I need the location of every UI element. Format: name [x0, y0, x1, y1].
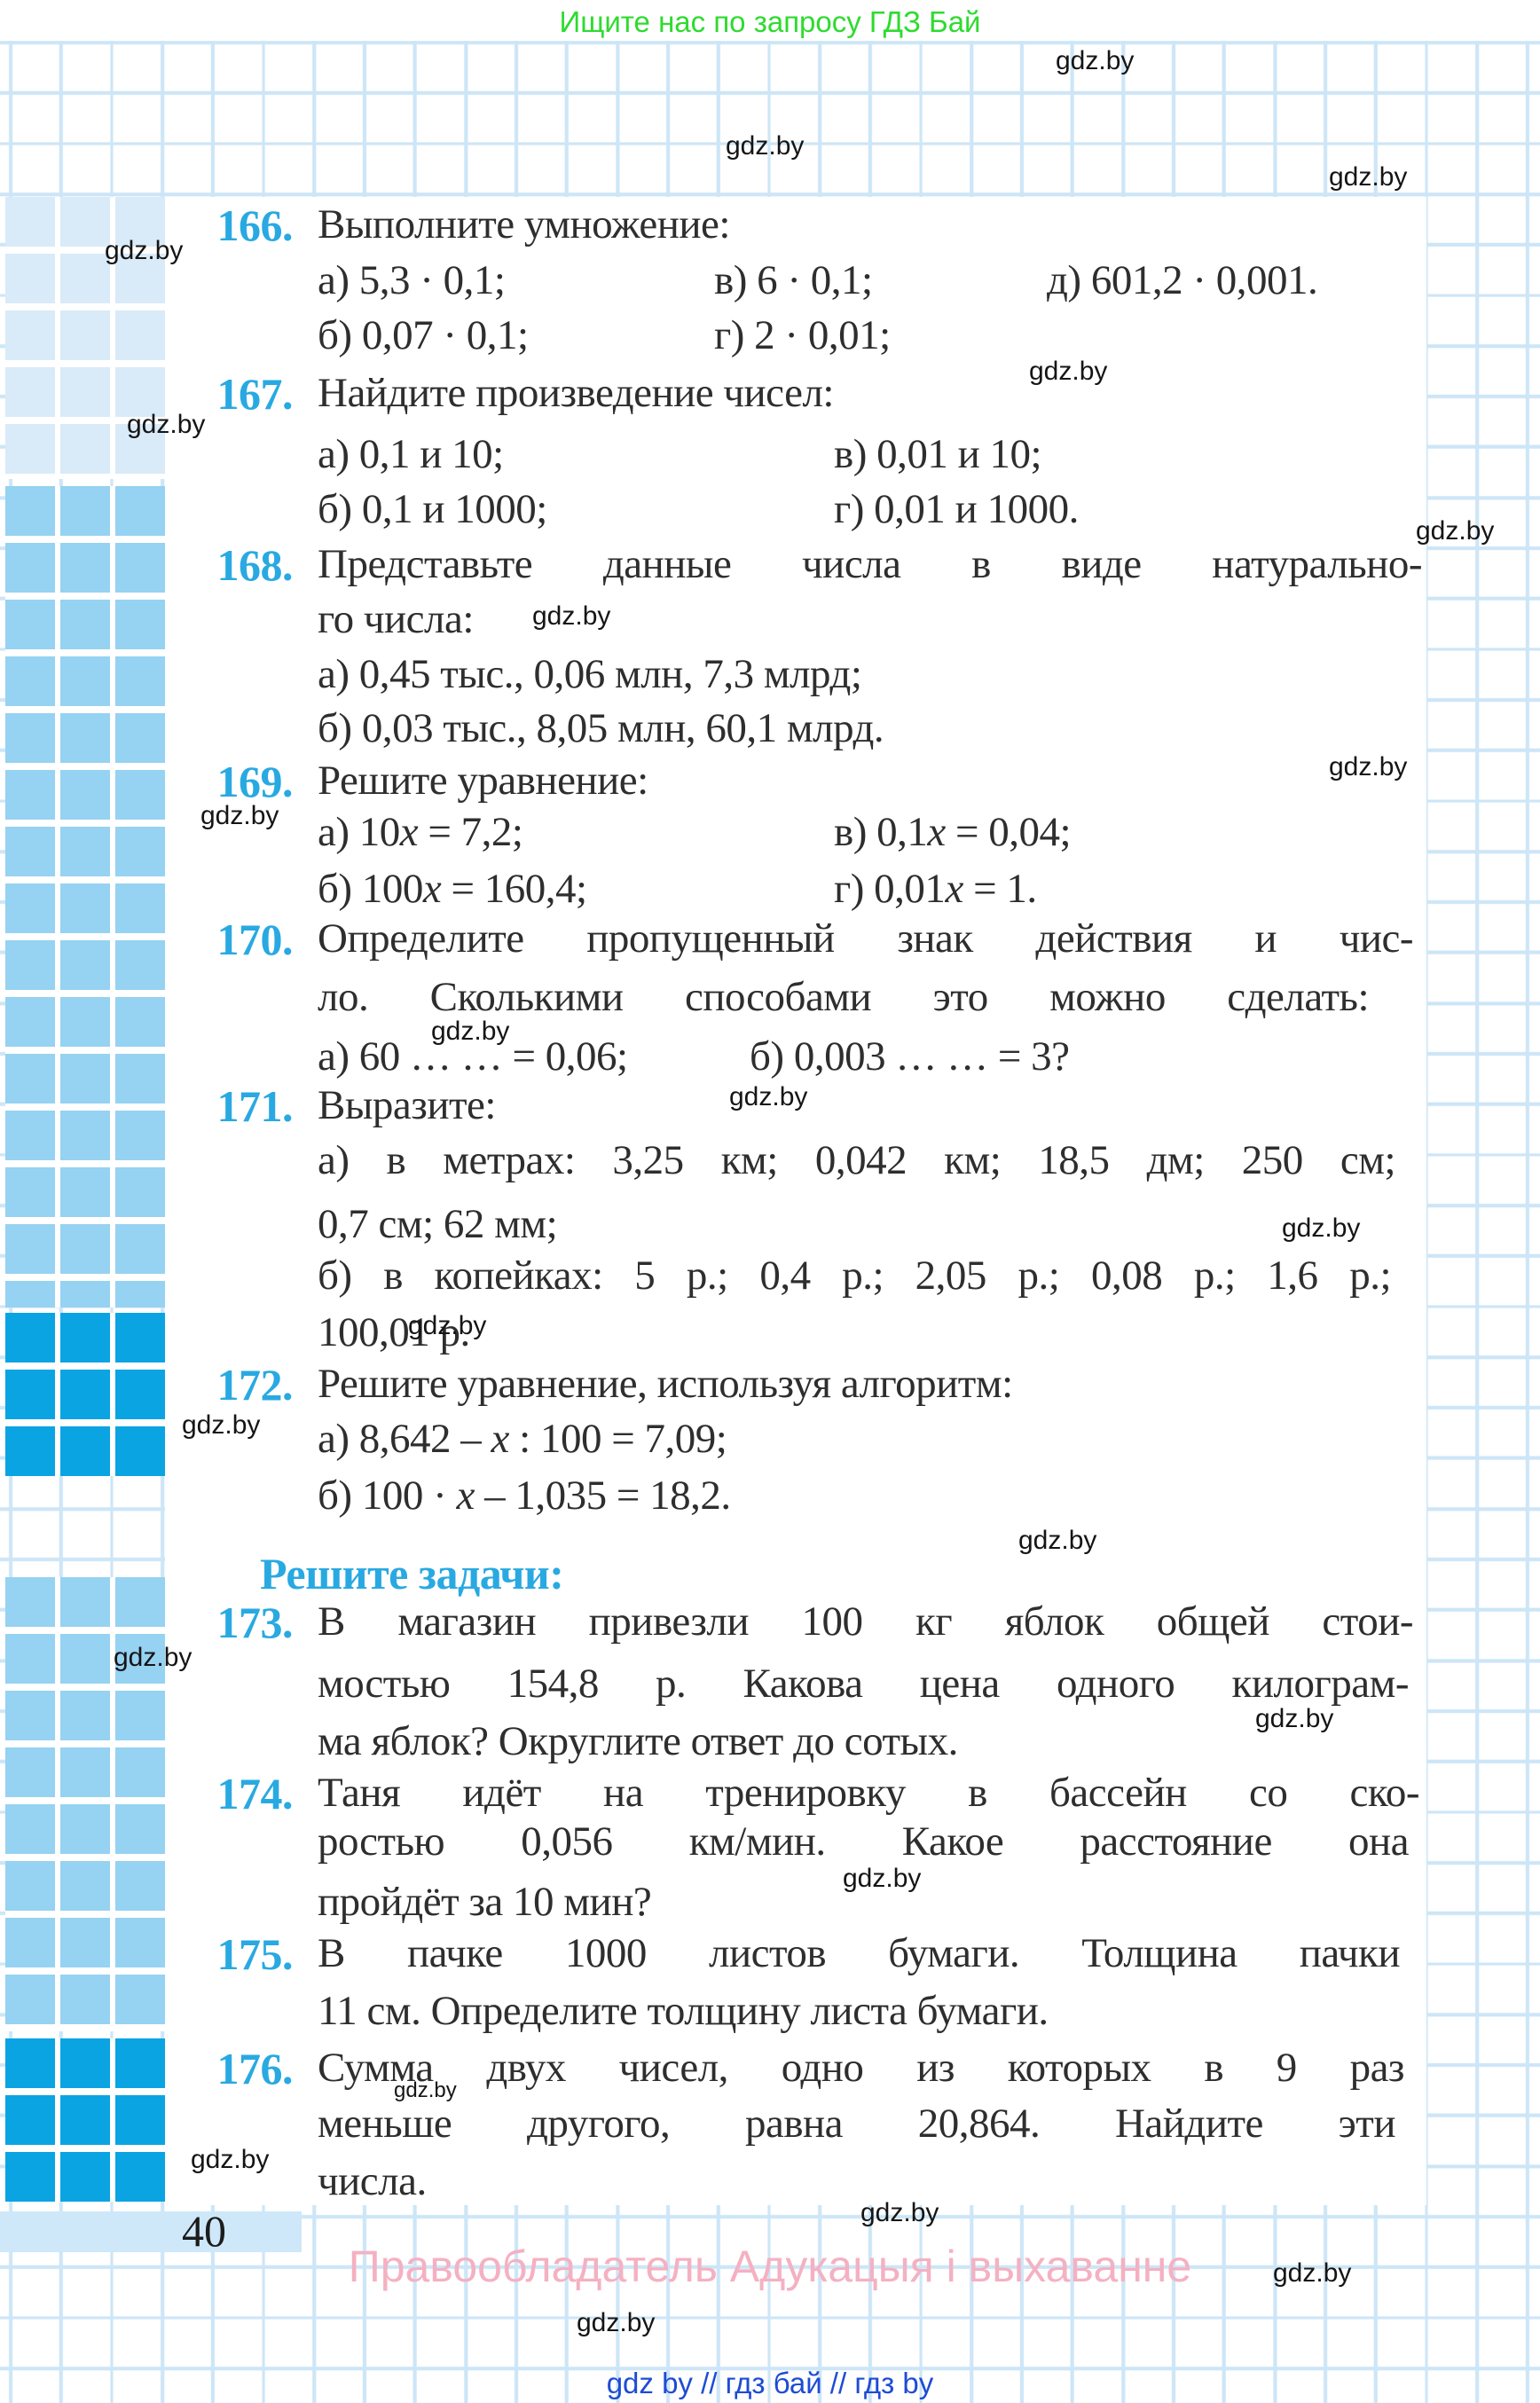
- gdz-watermark: gdz.by: [843, 1864, 922, 1893]
- page-number-bar: [0, 2211, 302, 2252]
- gdz-watermark: gdz.by: [114, 1643, 192, 1672]
- problem-170-line2: ло. Сколькими способами это можно сделат…: [318, 974, 1370, 1020]
- problem-171-item-b1: б) в копейках: 5 р.; 0,4 р.; 2,05 р.; 0,…: [318, 1253, 1392, 1299]
- problem-number-176: 176.: [216, 2044, 294, 2093]
- gdz-watermark: gdz.by: [200, 801, 279, 830]
- problem-173-line3: ма яблок? Округлите ответ до сотых.: [318, 1718, 958, 1764]
- gdz-watermark: gdz.by: [729, 1082, 808, 1111]
- problem-number-173: 173.: [216, 1598, 294, 1647]
- gdz-watermark: gdz.by: [431, 1017, 510, 1046]
- problem-166-item-g: г) 2 · 0,01;: [714, 312, 891, 358]
- gdz-watermark: gdz.by: [1056, 46, 1135, 75]
- problem-number-166: 166.: [216, 200, 294, 250]
- problem-176-line2: меньше другого, равна 20,864. Найдите эт…: [318, 2101, 1396, 2147]
- variable-x: x: [491, 1416, 510, 1462]
- problem-173-line2: мостью 154,8 р. Какова цена одного килог…: [318, 1661, 1410, 1707]
- problem-166-item-a: а) 5,3 · 0,1;: [318, 257, 506, 303]
- problem-170-line1: Определите пропущенный знак действия и ч…: [318, 915, 1414, 962]
- gdz-watermark: gdz.by: [1018, 1526, 1097, 1555]
- footer-links[interactable]: gdz by // гдз бай // гдз by: [606, 2367, 934, 2399]
- problem-number-168: 168.: [216, 540, 294, 590]
- gdz-watermark: gdz.by: [1416, 516, 1495, 546]
- problem-168-line2: го числа:: [318, 596, 474, 642]
- variable-x: x: [945, 866, 963, 912]
- problem-169-item-b: б) 100x = 160,4;: [318, 866, 587, 912]
- sidebar-squares-dark: [5, 1313, 165, 1476]
- problem-168-item-a: а) 0,45 тыс., 0,06 млн, 7,3 млрд;: [318, 651, 862, 697]
- problem-173-line1: В магазин привезли 100 кг яблок общей ст…: [318, 1598, 1414, 1645]
- problem-176-line1: Сумма двух чисел, одно из которых в 9 ра…: [318, 2045, 1405, 2091]
- sidebar-squares-medium: [5, 486, 165, 1308]
- gdz-watermark: gdz.by: [1029, 357, 1108, 386]
- sidebar-squares-medium-2: [5, 1577, 165, 2031]
- gdz-watermark: gdz.by: [726, 131, 805, 161]
- problem-166-title: Выполните умножение:: [318, 201, 730, 247]
- gdz-watermark: gdz.by: [105, 236, 184, 265]
- problem-169-item-v: в) 0,1x = 0,04;: [834, 809, 1072, 855]
- variable-x: x: [456, 1472, 475, 1519]
- promo-banner-text: Ищите нас по запросу ГДЗ Бай: [559, 5, 981, 38]
- problem-174-line3: пройдёт за 10 мин?: [318, 1879, 652, 1925]
- variable-x: x: [399, 809, 419, 855]
- gdz-watermark: gdz.by: [1329, 162, 1408, 192]
- problem-167-item-g: г) 0,01 и 1000.: [834, 486, 1079, 532]
- problem-168-item-b: б) 0,03 тыс., 8,05 млн, 60,1 млрд.: [318, 705, 884, 751]
- problem-169-item-g: г) 0,01x = 1.: [834, 866, 1037, 912]
- problem-175-line2: 11 см. Определите толщину листа бумаги.: [318, 1988, 1049, 2034]
- problem-167-item-v: в) 0,01 и 10;: [834, 431, 1042, 477]
- problem-174-line2: ростью 0,056 км/мин. Какое расстояние он…: [318, 1818, 1410, 1865]
- gdz-watermark: gdz.by: [394, 2078, 457, 2102]
- page-number: 40: [182, 2206, 226, 2256]
- problem-167-item-b: б) 0,1 и 1000;: [318, 486, 547, 532]
- gdz-watermark: gdz.by: [408, 1311, 487, 1340]
- copyright-text: Правообладатель Адукацыя і выхаванне: [348, 2242, 1192, 2291]
- problem-171-item-a1: а) в метрах: 3,25 км; 0,042 км; 18,5 дм;…: [318, 1137, 1396, 1183]
- problem-170-item-a: а) 60 … … = 0,06;: [318, 1033, 628, 1080]
- gdz-watermark: gdz.by: [1329, 752, 1408, 781]
- gdz-watermark: gdz.by: [1273, 2258, 1352, 2288]
- problem-167-item-a: а) 0,1 и 10;: [318, 431, 504, 477]
- problem-169-item-a: а) 10x = 7,2;: [318, 809, 523, 855]
- gdz-watermark: gdz.by: [191, 2145, 270, 2174]
- problem-number-175: 175.: [216, 1929, 294, 1979]
- problem-169-title: Решите уравнение:: [318, 758, 648, 804]
- sidebar-squares-dark-2: [5, 2038, 165, 2202]
- problem-172-title: Решите уравнение, используя алгоритм:: [318, 1361, 1013, 1407]
- problem-172-item-b: б) 100 · x – 1,035 = 18,2.: [318, 1472, 731, 1519]
- problem-171-item-b2: 100,01 р.: [318, 1309, 470, 1355]
- problem-174-line1: Таня идёт на тренировку в бассейн со ско…: [318, 1770, 1420, 1816]
- variable-x: x: [422, 866, 442, 912]
- problem-166-item-d: д) 601,2 · 0,001.: [1047, 257, 1318, 303]
- problem-number-167: 167.: [216, 369, 294, 419]
- problem-171-item-a2: 0,7 см; 62 мм;: [318, 1201, 558, 1247]
- problem-166-item-v: в) 6 · 0,1;: [714, 257, 873, 303]
- gdz-watermark: gdz.by: [577, 2308, 656, 2337]
- section-heading: Решите задачи:: [260, 1549, 564, 1598]
- problem-172-item-a: а) 8,642 – x : 100 = 7,09;: [318, 1416, 727, 1462]
- gdz-watermark: gdz.by: [182, 1410, 261, 1440]
- variable-x: x: [927, 809, 946, 855]
- problem-167-title: Найдите произведение чисел:: [318, 370, 835, 416]
- sidebar-squares-light: [5, 197, 165, 479]
- problem-number-169: 169.: [216, 757, 294, 806]
- problem-number-172: 172.: [216, 1360, 294, 1410]
- gdz-watermark: gdz.by: [127, 410, 206, 439]
- gdz-watermark: gdz.by: [1282, 1213, 1361, 1243]
- problem-170-item-b: б) 0,003 … … = 3?: [750, 1033, 1070, 1080]
- problem-number-171: 171.: [216, 1081, 294, 1131]
- gdz-watermark: gdz.by: [860, 2198, 939, 2227]
- gdz-watermark: gdz.by: [532, 601, 611, 631]
- problem-176-line3: числа.: [318, 2158, 427, 2204]
- problem-166-item-b: б) 0,07 · 0,1;: [318, 312, 529, 358]
- problem-168-line1: Представьте данные числа в виде натураль…: [318, 541, 1423, 587]
- problem-175-line1: В пачке 1000 листов бумаги. Толщина пачк…: [318, 1930, 1401, 1976]
- gdz-watermark: gdz.by: [1255, 1704, 1334, 1733]
- page-text-area: [165, 197, 1426, 2205]
- problem-number-174: 174.: [216, 1769, 294, 1818]
- problem-number-170: 170.: [216, 915, 294, 964]
- problem-171-title: Выразите:: [318, 1082, 496, 1128]
